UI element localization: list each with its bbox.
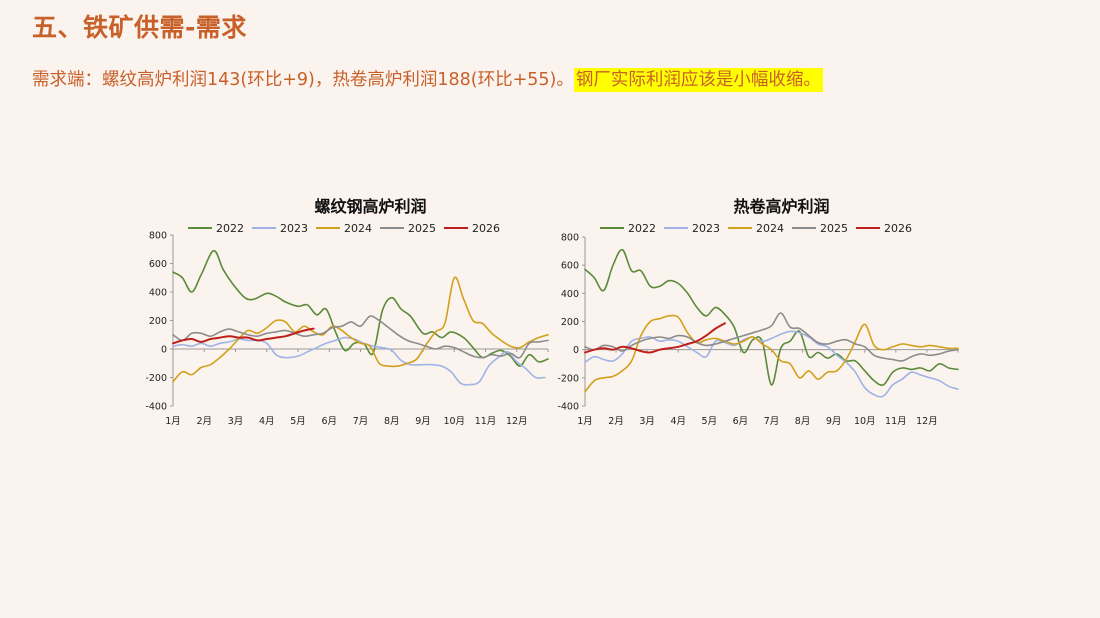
page-title: 五、铁矿供需-需求 — [32, 13, 247, 42]
legend-label-2023: 2023 — [692, 222, 720, 235]
y-tick-label: 200 — [149, 316, 167, 327]
x-tick-label: 7月 — [353, 416, 369, 427]
x-tick-label: 9月 — [826, 416, 842, 427]
x-tick-label: 4月 — [670, 416, 686, 427]
summary-text: 需求端：螺纹高炉利润143(环比+9)，热卷高炉利润188(环比+55)。 钢厂实… — [32, 66, 823, 92]
x-tick-label: 6月 — [733, 416, 749, 427]
rebar-profit-chart: 螺纹钢高炉利润 2022 2023 2024 2025 2026 -400 -200 0 200 4… — [140, 190, 560, 430]
y-tick-label: 400 — [149, 288, 167, 299]
chart-title: 热卷高炉利润 — [733, 197, 829, 216]
x-tick-label: 3月 — [639, 416, 655, 427]
x-tick-label: 6月 — [321, 416, 337, 427]
x-tick-label: 10月 — [443, 416, 465, 427]
x-tick-label: 2月 — [196, 416, 212, 427]
y-tick-label: 600 — [561, 261, 579, 272]
legend-label-2024: 2024 — [756, 222, 784, 235]
chart-svg: 热卷高炉利润 2022 2023 2024 2025 2026 -400 -200 0 200 40… — [557, 197, 959, 427]
series-line-2026 — [172, 327, 315, 345]
legend-label-2026: 2026 — [472, 222, 500, 235]
y-tick-label: 400 — [561, 289, 579, 300]
x-tick-label: 8月 — [384, 416, 400, 427]
x-tick-label: 1月 — [577, 416, 593, 427]
series-line-2025 — [584, 312, 959, 362]
summary-main: 需求端：螺纹高炉利润143(环比+9)，热卷高炉利润188(环比+55)。 — [32, 70, 574, 90]
x-tick-label: 5月 — [290, 416, 306, 427]
x-tick-label: 4月 — [259, 416, 275, 427]
hrc-profit-chart: 热卷高炉利润 2022 2023 2024 2025 2026 -400 -200 0 200 40… — [555, 190, 975, 430]
series-line-2024 — [172, 276, 549, 383]
series-line-2024 — [584, 314, 959, 393]
y-tick-label: -200 — [557, 373, 579, 384]
legend-label-2022: 2022 — [216, 222, 244, 235]
y-tick-label: 0 — [573, 345, 579, 356]
legend-label-2022: 2022 — [628, 222, 656, 235]
x-tick-label: 3月 — [228, 416, 244, 427]
y-tick-label: 600 — [149, 259, 167, 270]
legend-label-2023: 2023 — [280, 222, 308, 235]
y-tick-label: -200 — [145, 373, 167, 384]
y-tick-label: -400 — [557, 402, 579, 413]
y-tick-label: 200 — [561, 317, 579, 328]
y-tick-label: 800 — [149, 231, 167, 242]
x-tick-label: 11月 — [475, 416, 497, 427]
series-line-2023 — [172, 336, 546, 386]
x-tick-label: 7月 — [764, 416, 780, 427]
series-line-2022 — [584, 248, 959, 387]
chart-title: 螺纹钢高炉利润 — [314, 197, 426, 216]
legend-label-2024: 2024 — [344, 222, 372, 235]
x-tick-label: 12月 — [916, 416, 938, 427]
x-tick-label: 9月 — [415, 416, 431, 427]
legend-label-2025: 2025 — [408, 222, 436, 235]
series-line-2023 — [584, 330, 959, 398]
x-tick-label: 1月 — [165, 416, 181, 427]
x-tick-label: 11月 — [885, 416, 907, 427]
series-line-2025 — [172, 315, 549, 359]
x-tick-label: 12月 — [506, 416, 528, 427]
x-tick-label: 2月 — [608, 416, 624, 427]
y-tick-label: -400 — [145, 402, 167, 413]
x-tick-label: 5月 — [702, 416, 718, 427]
y-tick-label: 800 — [561, 233, 579, 244]
summary-highlight: 钢厂实际利润应该是小幅收缩。 — [573, 68, 823, 92]
chart-svg: 螺纹钢高炉利润 2022 2023 2024 2025 2026 -400 -200 0 200 4… — [145, 197, 549, 427]
legend-label-2026: 2026 — [884, 222, 912, 235]
x-tick-label: 10月 — [854, 416, 876, 427]
series-line-2026 — [584, 322, 726, 354]
y-tick-label: 0 — [161, 345, 167, 356]
x-tick-label: 8月 — [795, 416, 811, 427]
legend-label-2025: 2025 — [820, 222, 848, 235]
